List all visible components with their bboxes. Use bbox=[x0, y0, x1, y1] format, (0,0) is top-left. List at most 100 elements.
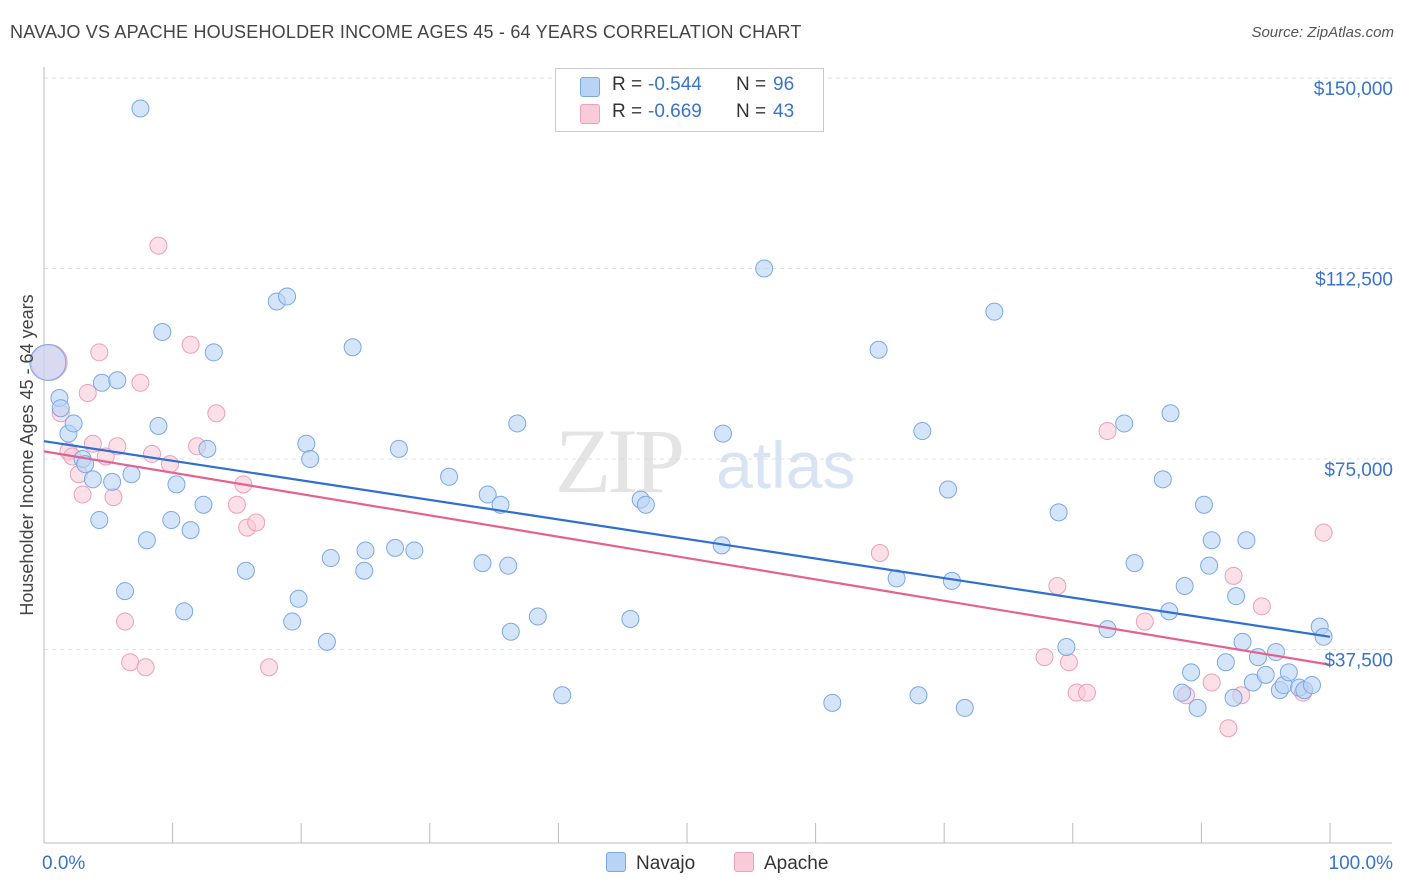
data-point-navajo bbox=[108, 371, 127, 390]
data-point-navajo bbox=[116, 582, 135, 601]
data-point-navajo bbox=[1182, 663, 1201, 682]
data-point-navajo bbox=[153, 323, 172, 341]
legend-r-value: -0.544 bbox=[648, 74, 702, 95]
data-point-apache bbox=[181, 335, 200, 354]
chart-title: NAVAJO VS APACHE HOUSEHOLDER INCOME AGES… bbox=[10, 22, 802, 42]
data-point-navajo bbox=[1227, 587, 1246, 606]
data-point-navajo bbox=[29, 343, 67, 381]
trend-line-navajo bbox=[43, 440, 1331, 638]
data-point-apache bbox=[207, 404, 226, 423]
data-point-navajo bbox=[1188, 698, 1207, 717]
data-point-navajo bbox=[131, 99, 150, 118]
y-tick-label: $75,000 bbox=[1324, 460, 1393, 481]
data-point-navajo bbox=[501, 622, 520, 641]
data-point-navajo bbox=[1194, 495, 1213, 514]
data-point-apache bbox=[870, 543, 889, 562]
y-tick-label: $150,000 bbox=[1314, 79, 1393, 100]
data-point-apache bbox=[1059, 653, 1078, 672]
data-point-navajo bbox=[236, 561, 255, 580]
data-point-apache bbox=[116, 612, 135, 631]
data-point-apache bbox=[1219, 719, 1238, 738]
data-point-apache bbox=[1314, 523, 1333, 542]
data-point-navajo bbox=[636, 495, 655, 514]
data-point-navajo bbox=[321, 549, 340, 568]
y-tick-label: $37,500 bbox=[1324, 651, 1393, 672]
data-point-navajo bbox=[343, 338, 362, 357]
x-tick-label: 100.0% bbox=[1329, 853, 1394, 874]
data-point-apache bbox=[1098, 422, 1117, 441]
data-point-apache bbox=[260, 658, 279, 677]
data-point-navajo bbox=[198, 439, 217, 458]
data-point-navajo bbox=[1200, 556, 1219, 575]
data-point-apache bbox=[131, 373, 150, 392]
data-point-navajo bbox=[175, 602, 194, 621]
data-point-navajo bbox=[1233, 632, 1252, 651]
label-layer: $37,500 $75,000 $112,500 $150,000 0.0% 100.0%… bbox=[17, 79, 1393, 874]
data-point-navajo bbox=[714, 424, 733, 443]
data-point-apache bbox=[149, 236, 168, 255]
data-point-apache bbox=[104, 488, 123, 507]
trend-layer bbox=[43, 440, 1331, 666]
data-point-apache bbox=[78, 383, 97, 402]
data-point-apache bbox=[1252, 597, 1271, 616]
data-point-navajo bbox=[1216, 653, 1235, 672]
data-point-navajo bbox=[621, 610, 640, 629]
data-point-navajo bbox=[440, 467, 459, 486]
data-point-apache bbox=[108, 437, 127, 456]
legend-n-value: 43 bbox=[773, 101, 795, 122]
data-point-apache bbox=[161, 455, 180, 474]
y-tick-label: $112,500 bbox=[1315, 270, 1393, 291]
watermark-zip: ZIP bbox=[555, 410, 682, 512]
axis-layer bbox=[43, 67, 1392, 844]
bottom-legend-swatch-apache bbox=[734, 852, 754, 872]
data-point-navajo bbox=[1256, 665, 1275, 684]
points-layer bbox=[29, 99, 1333, 738]
data-point-navajo bbox=[1266, 643, 1285, 662]
watermark-atlas: atlas bbox=[716, 428, 855, 502]
data-point-navajo bbox=[149, 416, 168, 435]
legend-r-value: -0.669 bbox=[648, 101, 702, 122]
data-point-navajo bbox=[1202, 531, 1221, 550]
bottom-legend-label-navajo: Navajo bbox=[636, 853, 696, 874]
data-point-navajo bbox=[83, 470, 102, 489]
data-point-navajo bbox=[289, 589, 308, 608]
y-axis-title: Householder Income Ages 45 - 64 years bbox=[17, 294, 37, 615]
bottom-legend-swatch-navajo bbox=[606, 852, 626, 872]
data-point-apache bbox=[136, 658, 155, 677]
data-point-apache bbox=[1202, 673, 1221, 692]
data-point-navajo bbox=[528, 607, 547, 626]
data-point-navajo bbox=[478, 485, 497, 504]
data-point-apache bbox=[121, 653, 140, 672]
data-point-navajo bbox=[103, 472, 122, 491]
data-point-navajo bbox=[869, 340, 888, 359]
data-point-navajo bbox=[297, 434, 316, 453]
data-point-apache bbox=[90, 343, 109, 362]
data-point-navajo bbox=[278, 287, 297, 306]
data-point-navajo bbox=[301, 450, 320, 468]
data-point-navajo bbox=[939, 480, 958, 499]
data-point-navajo bbox=[1161, 404, 1180, 423]
data-point-navajo bbox=[1302, 676, 1321, 695]
data-point-navajo bbox=[913, 422, 932, 441]
data-point-navajo bbox=[1153, 470, 1172, 489]
data-point-navajo bbox=[355, 561, 374, 580]
data-point-navajo bbox=[204, 343, 223, 362]
data-point-apache bbox=[1224, 566, 1243, 585]
data-point-navajo bbox=[1115, 414, 1134, 433]
legend-r-label: R = bbox=[612, 101, 643, 122]
legend-swatch-navajo bbox=[580, 77, 600, 97]
legend-swatch-apache bbox=[580, 104, 600, 124]
x-tick-label: 0.0% bbox=[42, 853, 85, 874]
legend-n-label: N = bbox=[736, 74, 767, 95]
data-point-apache bbox=[1077, 683, 1096, 702]
data-point-navajo bbox=[1237, 531, 1256, 550]
bottom-legend-navajo: Navajo bbox=[606, 852, 695, 875]
data-point-navajo bbox=[137, 531, 156, 550]
data-point-navajo bbox=[1057, 637, 1076, 656]
watermark: ZIP atlas bbox=[555, 410, 855, 512]
data-point-navajo bbox=[909, 686, 928, 705]
data-point-navajo bbox=[1175, 577, 1194, 595]
data-point-navajo bbox=[553, 686, 572, 705]
data-point-apache bbox=[1035, 648, 1054, 667]
